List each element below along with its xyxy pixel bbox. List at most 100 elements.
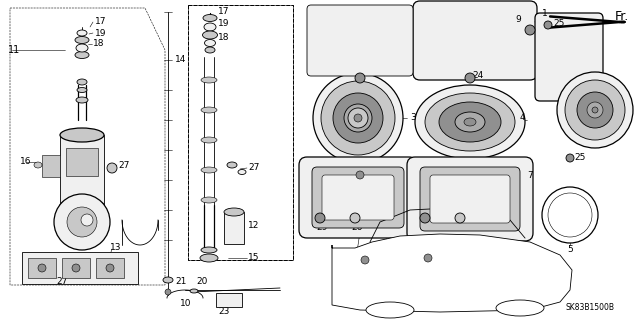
Bar xyxy=(216,293,242,307)
Text: 7: 7 xyxy=(527,170,532,180)
Text: 18: 18 xyxy=(93,40,104,48)
Ellipse shape xyxy=(366,302,414,318)
Ellipse shape xyxy=(201,197,217,203)
Ellipse shape xyxy=(34,162,42,168)
Text: 14: 14 xyxy=(175,56,186,64)
Ellipse shape xyxy=(224,208,244,216)
Ellipse shape xyxy=(439,102,501,142)
Ellipse shape xyxy=(464,118,476,126)
Text: Fr.: Fr. xyxy=(615,11,629,24)
Circle shape xyxy=(566,154,574,162)
Text: 3: 3 xyxy=(410,114,416,122)
Text: 18: 18 xyxy=(218,33,230,42)
Text: 26: 26 xyxy=(456,224,467,233)
Text: 17: 17 xyxy=(218,8,230,17)
Ellipse shape xyxy=(190,289,198,293)
Ellipse shape xyxy=(425,93,515,151)
Text: 21: 21 xyxy=(175,278,186,286)
Circle shape xyxy=(106,264,114,272)
Bar xyxy=(96,258,124,278)
Circle shape xyxy=(81,214,93,226)
Polygon shape xyxy=(332,234,572,312)
Ellipse shape xyxy=(77,79,87,85)
Circle shape xyxy=(455,213,465,223)
Circle shape xyxy=(72,264,80,272)
FancyBboxPatch shape xyxy=(322,175,394,220)
Ellipse shape xyxy=(204,23,216,31)
Circle shape xyxy=(355,73,365,83)
Text: 19: 19 xyxy=(95,28,106,38)
Bar xyxy=(60,135,104,205)
Ellipse shape xyxy=(333,93,383,143)
Text: 19: 19 xyxy=(218,19,230,27)
Circle shape xyxy=(548,193,592,237)
Circle shape xyxy=(592,107,598,113)
Circle shape xyxy=(38,264,46,272)
Circle shape xyxy=(577,92,613,128)
Text: 12: 12 xyxy=(248,220,259,229)
Circle shape xyxy=(107,163,117,173)
Circle shape xyxy=(420,213,430,223)
Text: 15: 15 xyxy=(248,254,259,263)
Circle shape xyxy=(165,289,171,295)
Circle shape xyxy=(361,256,369,264)
Text: 5: 5 xyxy=(567,246,573,255)
Text: 29: 29 xyxy=(420,224,431,233)
Bar xyxy=(188,5,293,260)
Text: 9: 9 xyxy=(515,16,521,25)
Text: 27: 27 xyxy=(248,164,259,173)
FancyBboxPatch shape xyxy=(312,167,404,228)
Circle shape xyxy=(315,213,325,223)
Text: 10: 10 xyxy=(180,299,191,308)
Text: 2: 2 xyxy=(597,84,603,93)
Circle shape xyxy=(354,114,362,122)
Text: 27: 27 xyxy=(118,160,129,169)
Text: 4: 4 xyxy=(520,114,525,122)
Ellipse shape xyxy=(163,277,173,283)
Circle shape xyxy=(54,194,110,250)
Text: 20: 20 xyxy=(196,278,207,286)
Text: 24: 24 xyxy=(362,70,373,79)
Ellipse shape xyxy=(76,97,88,103)
Text: 24: 24 xyxy=(472,70,483,79)
FancyBboxPatch shape xyxy=(299,157,417,238)
Circle shape xyxy=(67,207,97,237)
Text: 29: 29 xyxy=(316,224,328,233)
Circle shape xyxy=(348,108,368,128)
Ellipse shape xyxy=(321,81,395,155)
Ellipse shape xyxy=(76,44,88,52)
Text: 6: 6 xyxy=(415,170,420,180)
FancyBboxPatch shape xyxy=(307,5,413,76)
Text: 8: 8 xyxy=(395,16,401,25)
FancyBboxPatch shape xyxy=(535,13,603,101)
FancyBboxPatch shape xyxy=(413,1,537,80)
Ellipse shape xyxy=(201,77,217,83)
FancyBboxPatch shape xyxy=(420,167,520,231)
Ellipse shape xyxy=(201,247,217,253)
Bar xyxy=(66,148,98,176)
Ellipse shape xyxy=(201,167,217,173)
Text: 22: 22 xyxy=(533,20,544,29)
Circle shape xyxy=(465,73,475,83)
Text: 27: 27 xyxy=(56,277,67,286)
Ellipse shape xyxy=(203,14,217,21)
Circle shape xyxy=(544,21,552,29)
FancyBboxPatch shape xyxy=(407,157,533,241)
Ellipse shape xyxy=(227,162,237,168)
Ellipse shape xyxy=(238,169,246,174)
Bar xyxy=(188,5,293,260)
Ellipse shape xyxy=(201,107,217,113)
Bar xyxy=(224,212,244,244)
Text: 25: 25 xyxy=(553,19,564,27)
Ellipse shape xyxy=(201,137,217,143)
Ellipse shape xyxy=(415,85,525,159)
Circle shape xyxy=(356,171,364,179)
FancyBboxPatch shape xyxy=(430,175,510,223)
Polygon shape xyxy=(22,252,138,284)
Bar xyxy=(310,8,410,73)
Circle shape xyxy=(565,80,625,140)
Circle shape xyxy=(525,25,535,35)
Text: 13: 13 xyxy=(110,243,122,253)
Circle shape xyxy=(424,254,432,262)
Ellipse shape xyxy=(77,87,87,93)
